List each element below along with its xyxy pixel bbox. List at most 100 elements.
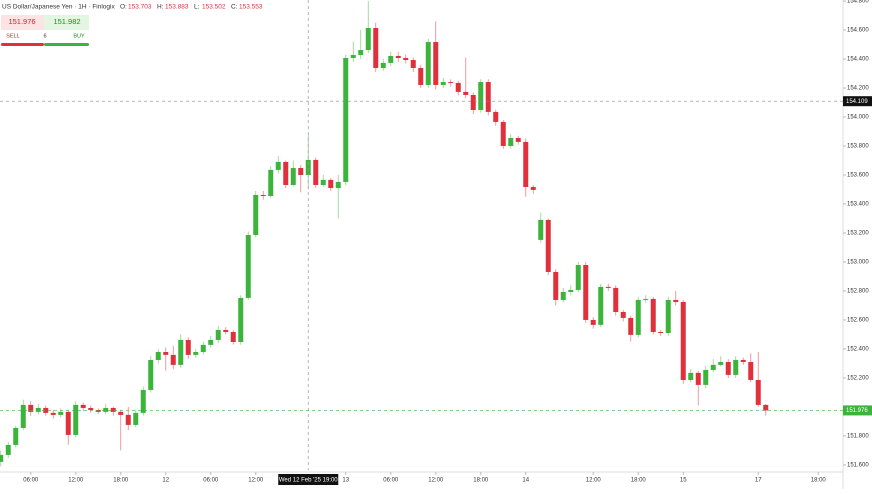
candle-body: [80, 404, 86, 408]
candle-body: [343, 57, 349, 182]
x-tick-label: 12: [162, 478, 169, 484]
ohlc-label: O:: [120, 4, 127, 11]
candle-body: [125, 414, 131, 425]
candle-body: [200, 344, 206, 352]
candle-body: [350, 54, 356, 58]
candle-body: [148, 359, 154, 390]
crosshair-price-box: [843, 96, 872, 107]
candle-body: [110, 407, 116, 412]
buy-bar: [44, 43, 89, 46]
x-tick-label: 12:00: [248, 478, 264, 484]
candle-body: [380, 62, 386, 68]
candle-body: [620, 311, 626, 318]
y-tick-label: 154.000: [847, 115, 869, 121]
y-tick-label: 154.800: [847, 0, 869, 5]
candle-body: [298, 168, 304, 175]
candle-body: [553, 271, 559, 300]
candle-body: [718, 361, 724, 365]
candle-body: [103, 407, 109, 412]
buy-price: 151.982: [53, 17, 80, 26]
candle-body: [223, 329, 229, 332]
sell-bar: [1, 43, 44, 46]
candle-body: [455, 82, 461, 92]
candle-body: [260, 194, 266, 197]
candle-body: [275, 161, 281, 170]
ohlc-value: 153.502: [202, 4, 226, 11]
x-tick-label: 18:00: [473, 478, 489, 484]
candle-body: [193, 351, 199, 355]
candle-body: [365, 27, 371, 51]
candle-body: [95, 409, 101, 412]
candle-body: [215, 329, 221, 340]
candle-body: [268, 169, 274, 197]
x-tick-label: 12:00: [428, 478, 444, 484]
candle-body: [523, 141, 529, 188]
candle-body: [583, 265, 589, 320]
last-price-label: 151.976: [846, 408, 868, 414]
y-tick-label: 151.600: [847, 463, 869, 469]
y-tick-label: 151.800: [847, 434, 869, 440]
candle-body: [0, 454, 4, 462]
candle-body: [58, 411, 64, 415]
ohlc-label: C:: [231, 4, 238, 11]
candle-body: [328, 179, 334, 189]
ohlc-value: 153.553: [239, 4, 263, 11]
candle-body: [613, 287, 619, 312]
y-tick-label: 154.400: [847, 57, 869, 63]
x-tick-label: 18:00: [113, 478, 129, 484]
x-tick-label: 13: [342, 478, 349, 484]
candle-body: [245, 235, 251, 298]
y-tick-label: 152.400: [847, 347, 869, 353]
candle-body: [163, 351, 169, 355]
x-tick-label: 15: [680, 478, 687, 484]
candle-body: [133, 412, 139, 425]
candle-body: [478, 82, 484, 111]
candle-body: [20, 404, 26, 428]
candle-body: [155, 351, 161, 360]
candle-body: [703, 369, 709, 385]
ohlc-value: 153.703: [128, 4, 152, 11]
candle-body: [650, 298, 656, 332]
candle-body: [748, 361, 754, 380]
candle-body: [305, 159, 311, 175]
candle-body: [725, 361, 731, 375]
y-tick-label: 153.600: [847, 173, 869, 179]
candle-body: [185, 339, 191, 355]
candle-body: [140, 389, 146, 413]
x-tick-label: 06:00: [383, 478, 399, 484]
candle-body: [395, 55, 401, 58]
candle-body: [658, 331, 664, 334]
candle-body: [508, 138, 514, 146]
candle-body: [410, 60, 416, 68]
candle-body: [605, 286, 611, 288]
sell-button[interactable]: [1, 15, 44, 30]
last-price-box: [843, 405, 872, 416]
candle-body: [463, 91, 469, 95]
buy-button[interactable]: [44, 15, 89, 30]
candle-body: [335, 181, 341, 189]
y-tick-label: 153.200: [847, 231, 869, 237]
ohlc-label: L:: [194, 4, 200, 11]
candle-body: [170, 354, 176, 365]
candle-body: [695, 372, 701, 385]
candle-body: [425, 42, 431, 85]
candle-body: [13, 427, 19, 445]
candle-body: [568, 289, 574, 292]
sell-price: 151.976: [8, 17, 35, 26]
candle-body: [88, 407, 94, 410]
candle-body: [673, 299, 679, 302]
candle-body: [448, 82, 454, 84]
x-tick-label: 17: [755, 478, 762, 484]
candle-body: [313, 159, 319, 185]
candle-body: [208, 339, 214, 345]
ohlc-value: 153.883: [165, 4, 189, 11]
candle-body: [688, 372, 694, 380]
y-tick-label: 154.200: [847, 86, 869, 92]
candle-body: [118, 411, 124, 415]
candle-body: [733, 359, 739, 375]
ohlc-label: H:: [157, 4, 164, 11]
candle-body: [73, 404, 79, 435]
sell-label: SELL: [6, 33, 19, 39]
